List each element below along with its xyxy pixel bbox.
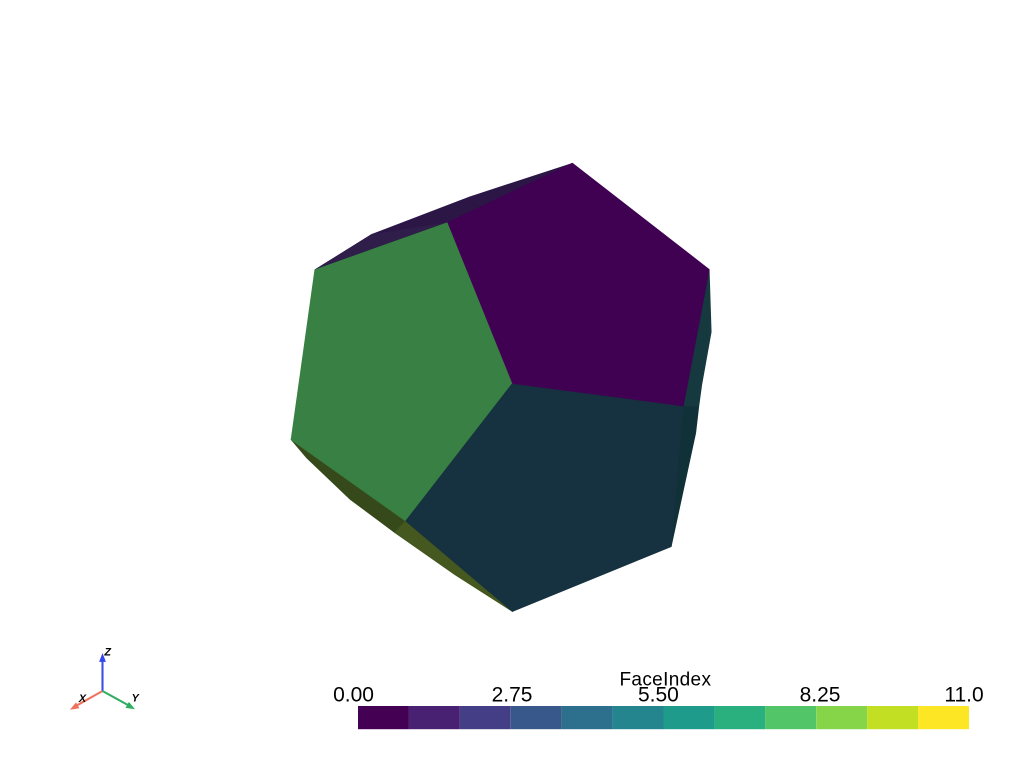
svg-text:8.25: 8.25 (800, 683, 841, 706)
svg-text:5.50: 5.50 (638, 683, 679, 706)
svg-text:FaceIndex: FaceIndex (619, 670, 711, 691)
svg-text:2.75: 2.75 (492, 683, 533, 706)
svg-text:X: X (78, 693, 87, 705)
svg-text:Z: Z (103, 646, 111, 658)
svg-text:0.00: 0.00 (333, 683, 374, 706)
svg-text:11.0: 11.0 (944, 683, 983, 706)
svg-text:Y: Y (132, 693, 141, 705)
